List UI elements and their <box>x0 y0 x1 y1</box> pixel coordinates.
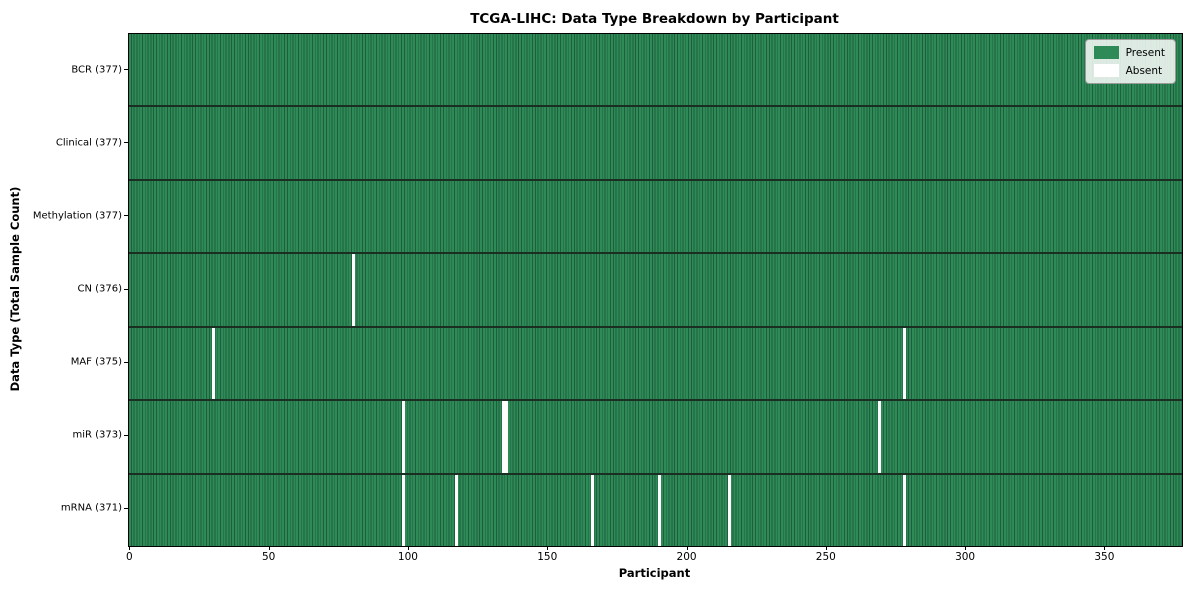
x-tick-label-300: 300 <box>955 551 976 563</box>
x-tick-label-200: 200 <box>676 551 697 563</box>
absent-mark <box>351 254 355 326</box>
absent-mark <box>878 401 882 473</box>
heatmap-row-MAF <box>129 327 1182 402</box>
y-tick-mark <box>124 434 128 436</box>
x-tick-mark <box>407 546 409 550</box>
absent-mark <box>502 401 506 473</box>
x-tick-label-0: 0 <box>126 551 133 563</box>
x-tick-mark <box>1104 546 1106 550</box>
y-tick-mark <box>124 507 128 509</box>
absent-mark <box>591 474 595 546</box>
plot-area: Present Absent <box>128 33 1183 547</box>
absent-mark <box>658 474 662 546</box>
heatmap-row-Clinical <box>129 107 1182 181</box>
y-tick-label-miR: miR (373) <box>72 429 122 441</box>
y-tick-mark <box>124 288 128 290</box>
absent-mark <box>903 474 907 546</box>
x-tick-mark <box>825 546 827 550</box>
legend-swatch-absent <box>1093 64 1119 77</box>
legend-item-absent: Absent <box>1093 64 1165 77</box>
x-tick-mark <box>547 546 549 550</box>
y-tick-label-MAF: MAF (375) <box>70 356 122 368</box>
x-tick-label-250: 250 <box>815 551 836 563</box>
x-tick-mark <box>268 546 270 550</box>
heatmap-row-Methylation <box>129 180 1182 255</box>
y-tick-label-Clinical: Clinical (377) <box>55 137 122 149</box>
absent-mark <box>212 327 216 400</box>
heatmap-row-BCR <box>129 34 1182 108</box>
x-tick-label-100: 100 <box>397 551 418 563</box>
y-tick-label-BCR: BCR (377) <box>71 64 122 76</box>
x-tick-mark <box>965 546 967 550</box>
x-tick-label-150: 150 <box>537 551 558 563</box>
absent-mark <box>401 474 405 546</box>
x-tick-label-50: 50 <box>261 551 276 563</box>
absent-mark <box>504 401 508 473</box>
legend-label: Present <box>1125 46 1165 59</box>
x-axis-label: Participant <box>618 566 691 580</box>
legend-item-present: Present <box>1093 46 1165 59</box>
y-tick-mark <box>124 142 128 144</box>
y-tick-mark <box>124 215 128 217</box>
absent-mark <box>454 474 458 546</box>
absent-mark <box>401 401 405 473</box>
chart-title: TCGA-LIHC: Data Type Breakdown by Partic… <box>470 11 839 27</box>
heatmap-row-CN <box>129 254 1182 328</box>
x-tick-label-350: 350 <box>1094 551 1115 563</box>
y-tick-mark <box>124 361 128 363</box>
legend: Present Absent <box>1084 39 1176 84</box>
absent-mark <box>903 327 907 400</box>
x-tick-mark <box>129 546 131 550</box>
y-tick-mark <box>124 69 128 71</box>
legend-swatch-present <box>1093 46 1119 59</box>
y-tick-label-mRNA: mRNA (371) <box>60 502 122 514</box>
heatmap-row-mRNA <box>129 474 1182 546</box>
x-tick-mark <box>686 546 688 550</box>
heatmap-row-miR <box>129 401 1182 475</box>
legend-label: Absent <box>1125 64 1163 77</box>
y-tick-label-CN: CN (376) <box>77 283 122 295</box>
y-tick-label-Methylation: Methylation (377) <box>32 210 122 222</box>
y-axis-label: Data Type (Total Sample Count) <box>8 186 22 392</box>
absent-mark <box>727 474 731 546</box>
